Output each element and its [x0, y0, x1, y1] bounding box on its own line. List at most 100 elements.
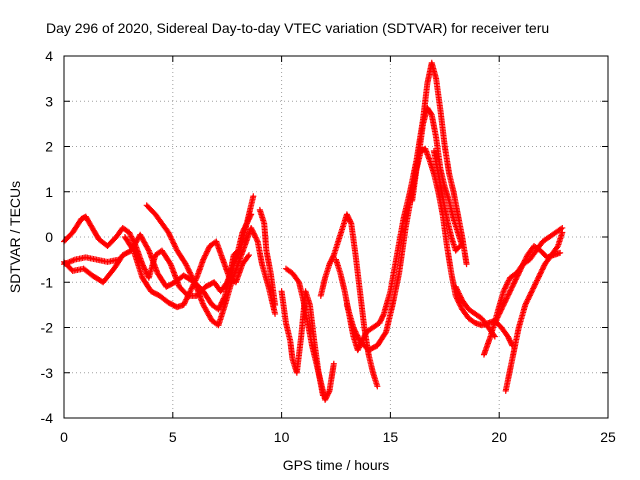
data-point: [559, 229, 566, 236]
data-point: [126, 230, 133, 237]
data-point: [127, 232, 134, 239]
data-point: [204, 247, 211, 254]
data-point: [455, 290, 462, 297]
data-point: [185, 292, 192, 299]
data-point: [533, 278, 540, 285]
data-point: [516, 268, 523, 275]
data-point: [325, 389, 332, 396]
data-point: [193, 276, 200, 283]
y-tick-label: -4: [41, 410, 54, 426]
data-point: [353, 329, 360, 336]
data-point: [187, 288, 194, 295]
x-tick-label: 15: [383, 429, 399, 445]
data-point: [250, 229, 257, 236]
data-point: [519, 262, 526, 269]
data-point: [497, 309, 504, 316]
data-points: [61, 59, 566, 403]
data-point: [455, 289, 462, 296]
data-point: [353, 331, 360, 338]
data-point: [355, 335, 362, 342]
data-point: [524, 297, 531, 304]
data-point: [203, 249, 210, 256]
data-point: [523, 299, 530, 306]
data-point: [510, 280, 517, 287]
data-point: [501, 286, 508, 293]
data-point: [526, 293, 533, 300]
data-point: [295, 277, 302, 284]
data-point: [169, 237, 176, 244]
data-point: [509, 283, 516, 290]
data-point: [167, 233, 174, 240]
data-point: [183, 262, 190, 269]
data-point: [503, 295, 510, 302]
data-point: [500, 302, 507, 309]
data-point: [493, 315, 500, 322]
data-point: [514, 272, 521, 279]
data-point: [525, 295, 532, 302]
data-point: [187, 270, 194, 277]
data-point: [504, 294, 511, 301]
y-tick-label: -2: [41, 320, 54, 336]
y-tick-label: 4: [45, 48, 53, 64]
data-point: [529, 286, 536, 293]
data-point: [523, 254, 530, 261]
data-point: [504, 280, 511, 287]
series-s9: [317, 211, 381, 390]
data-point: [508, 284, 515, 291]
data-point: [499, 305, 506, 312]
data-point: [250, 230, 257, 237]
data-point: [537, 269, 544, 276]
data-point: [248, 224, 255, 231]
data-point: [185, 291, 192, 298]
data-point: [522, 300, 529, 307]
data-point: [186, 268, 193, 275]
data-point: [180, 301, 187, 308]
grid: [64, 56, 608, 418]
y-tick-label: -3: [41, 365, 54, 381]
data-point: [497, 307, 504, 314]
data-point: [457, 243, 464, 250]
data-point: [170, 239, 177, 246]
data-point: [498, 306, 505, 313]
data-point: [512, 276, 519, 283]
y-tick-label: 1: [45, 184, 53, 200]
data-point: [505, 277, 512, 284]
data-point: [202, 251, 209, 258]
data-point: [530, 284, 537, 291]
data-point: [215, 306, 222, 313]
data-point: [510, 281, 517, 288]
data-point: [456, 300, 463, 307]
data-point: [182, 297, 189, 304]
data-point: [272, 310, 279, 317]
data-point: [218, 299, 225, 306]
data-point: [202, 252, 209, 259]
data-point: [457, 303, 464, 310]
data-point: [251, 231, 258, 238]
data-point: [250, 193, 257, 200]
data-point: [184, 263, 191, 270]
data-point: [536, 273, 543, 280]
data-point: [168, 236, 175, 243]
data-point: [185, 266, 192, 273]
x-tick-label: 25: [600, 429, 616, 445]
data-point: [218, 300, 225, 307]
data-point: [500, 288, 507, 295]
data-point: [521, 258, 528, 265]
data-point: [532, 280, 539, 287]
data-point: [200, 256, 207, 263]
data-point: [252, 233, 259, 240]
y-axis-label: SDTVAR / TECUs: [7, 181, 23, 293]
data-point: [527, 291, 534, 298]
axis-tick-labels: 0 5 10 15 20 25 -4 -3 -2 -1 0 1 2 3 4: [41, 48, 616, 445]
series-s11: [343, 105, 466, 354]
x-tick-label: 5: [169, 429, 177, 445]
data-point: [517, 267, 524, 274]
data-point: [129, 236, 136, 243]
data-point: [128, 233, 135, 240]
data-point: [540, 263, 547, 270]
data-point: [188, 285, 195, 292]
data-point: [350, 324, 357, 331]
data-point: [539, 265, 546, 272]
data-point: [374, 383, 381, 390]
